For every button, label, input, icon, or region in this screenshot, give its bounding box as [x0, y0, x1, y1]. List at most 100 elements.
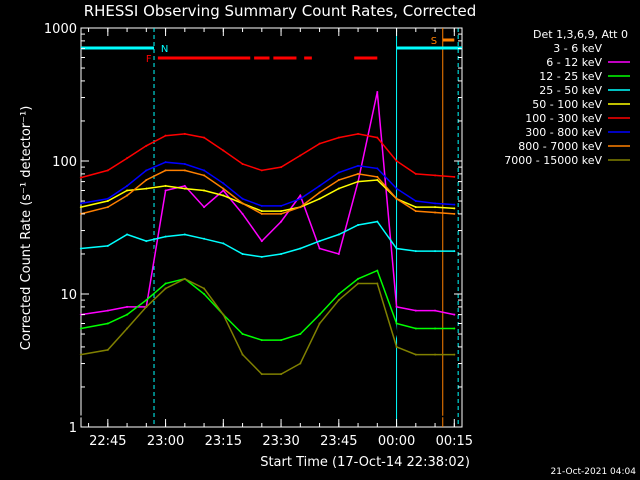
series-point	[376, 220, 379, 223]
series-point	[299, 247, 302, 250]
series-point	[126, 184, 129, 187]
series-point	[183, 187, 186, 190]
series-point	[357, 206, 360, 209]
series-point	[203, 287, 206, 290]
series-point	[79, 202, 82, 205]
series-point	[164, 169, 167, 172]
series-point	[126, 305, 129, 308]
series-point	[222, 182, 225, 185]
legend-label: 3 - 6 keV	[553, 42, 602, 55]
date-stamp: 21-Oct-2021 04:04	[551, 467, 637, 477]
x-tick-label: 23:15	[205, 434, 242, 449]
series-point	[318, 197, 321, 200]
series-point	[203, 206, 206, 209]
series-point	[434, 174, 437, 177]
y-tick-label: 1000	[44, 22, 77, 37]
y-tick-label: 10	[60, 288, 77, 303]
legend-label: 6 - 12 keV	[546, 56, 602, 69]
series-point	[164, 235, 167, 238]
series-point	[164, 184, 167, 187]
series-point	[280, 252, 283, 255]
series-point	[183, 162, 186, 165]
series-point	[318, 142, 321, 145]
series-point	[318, 322, 321, 325]
x-tick-label: 22:45	[89, 434, 126, 449]
series-line-6-12-kev	[80, 91, 455, 316]
series-point	[145, 187, 148, 190]
series-point	[241, 202, 244, 205]
flag-label-N: N	[161, 44, 168, 55]
series-point	[203, 169, 206, 172]
legend-label: 7000 - 15000 keV	[504, 154, 602, 167]
series-line-12-25-kev	[80, 269, 455, 341]
series-point	[434, 415, 437, 418]
series-point	[260, 204, 263, 207]
y-tick-label: 100	[52, 155, 77, 170]
series-point	[183, 169, 186, 172]
series-point	[126, 362, 129, 365]
y-tick-label: 1	[69, 421, 77, 436]
series-point	[299, 362, 302, 365]
series-point	[337, 220, 340, 223]
series-point	[106, 309, 109, 312]
series-point	[241, 252, 244, 255]
series-point	[357, 224, 360, 227]
series-point	[203, 237, 206, 240]
series-point	[434, 309, 437, 312]
series-point	[126, 189, 129, 192]
series-point	[434, 202, 437, 205]
x-tick-label: 23:45	[320, 434, 357, 449]
series-point	[203, 136, 206, 139]
series-point	[414, 327, 417, 330]
series-line-7000-15000-kev	[80, 277, 455, 375]
series-point	[164, 189, 167, 192]
series-point	[241, 189, 244, 192]
series-point	[79, 327, 82, 330]
series-point	[106, 200, 109, 203]
series-point	[241, 212, 244, 215]
series-point	[453, 353, 456, 356]
series-point	[222, 189, 225, 192]
series-point	[222, 149, 225, 152]
series-point	[126, 233, 129, 236]
series-point	[183, 233, 186, 236]
series-point	[126, 327, 129, 330]
series-point	[145, 144, 148, 147]
legend-label: 800 - 7000 keV	[518, 140, 602, 153]
series-point	[357, 132, 360, 135]
series-point	[79, 206, 82, 209]
series-point	[79, 353, 82, 356]
x-tick-label: 23:00	[147, 434, 184, 449]
series-point	[337, 299, 340, 302]
series-point	[203, 174, 206, 177]
legend-title: Det 1,3,6,9, Att 0	[533, 28, 628, 41]
series-point	[453, 207, 456, 210]
series-point	[183, 180, 186, 183]
series-point	[106, 206, 109, 209]
series-point	[395, 305, 398, 308]
flag-label-S: S	[431, 36, 437, 47]
series-point	[260, 339, 263, 342]
series-point	[337, 171, 340, 174]
series-point	[183, 184, 186, 187]
series-point	[145, 299, 148, 302]
series-point	[203, 189, 206, 192]
series-point	[241, 333, 244, 336]
series-point	[106, 402, 109, 405]
series-point	[414, 402, 417, 405]
series-point	[260, 373, 263, 376]
series-point	[453, 250, 456, 253]
series-point	[145, 305, 148, 308]
series-point	[453, 327, 456, 330]
series-point	[414, 172, 417, 175]
series-point	[337, 136, 340, 139]
series-point	[260, 255, 263, 258]
series-point	[222, 313, 225, 316]
series-point	[299, 197, 302, 200]
series-point	[376, 178, 379, 181]
series-point	[106, 169, 109, 172]
series-point	[280, 204, 283, 207]
series-point	[183, 132, 186, 135]
series-point	[260, 169, 263, 172]
